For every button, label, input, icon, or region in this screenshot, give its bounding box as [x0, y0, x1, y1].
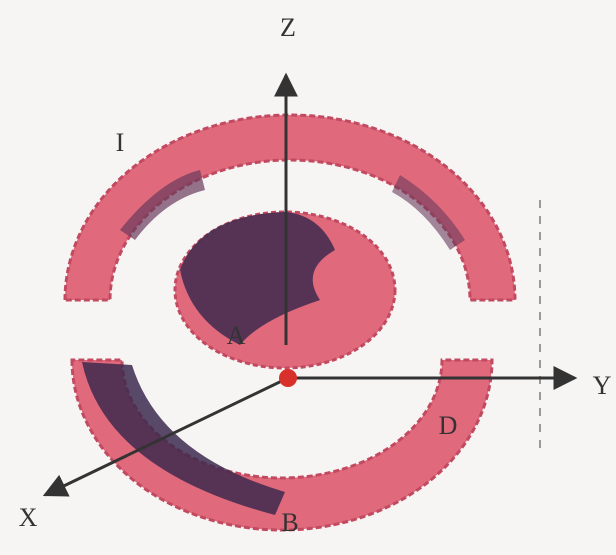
region-label: B [281, 508, 298, 537]
region-label: I [116, 128, 125, 157]
z-label: Z [280, 13, 296, 42]
x-label: X [19, 503, 38, 532]
region-label: A [227, 321, 246, 350]
lower-dark-patch [82, 362, 285, 515]
center-dark-patch [180, 212, 335, 345]
upper-dark-patch [392, 175, 465, 250]
y-label: Y [593, 371, 612, 400]
upper-dark-patch [120, 170, 205, 240]
origin [279, 369, 297, 387]
region-label: D [439, 411, 458, 440]
x-axis [42, 376, 289, 497]
